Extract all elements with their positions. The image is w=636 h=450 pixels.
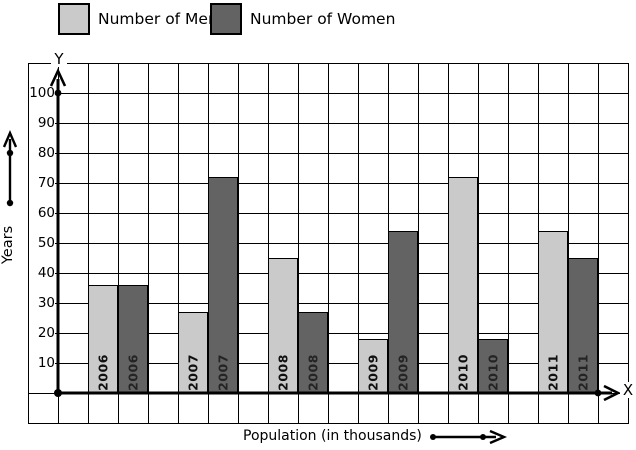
- bar-men-2008: 2008: [268, 258, 298, 393]
- y-tick-label: 60: [29, 204, 55, 222]
- bar-men-2006: 2006: [88, 285, 118, 393]
- x-axis-title: Population (in thousands): [243, 428, 422, 444]
- legend-women-label: Number of Women: [250, 10, 396, 28]
- bar-men-2011: 2011: [538, 231, 568, 393]
- bar-year-label: 2010: [455, 354, 471, 391]
- bar-year-label: 2011: [545, 354, 561, 391]
- bar-year-label: 2007: [185, 354, 201, 391]
- bar-year-label: 2008: [275, 354, 291, 391]
- y-tick-label: 20: [29, 324, 55, 342]
- bar-year-label: 2009: [365, 354, 381, 391]
- bar-women-2006: 2006: [118, 285, 148, 393]
- y-tick-label: 10: [29, 354, 55, 372]
- y-tick-label: 80: [29, 144, 55, 162]
- y-tick-label: 100: [29, 84, 55, 102]
- y-axis-letter: Y: [51, 51, 67, 67]
- bar-year-label: 2011: [575, 354, 591, 391]
- y-direction-arrow-icon: [2, 129, 18, 207]
- bar-women-2011: 2011: [568, 258, 598, 393]
- bar-year-label: 2007: [215, 354, 231, 391]
- bar-women-2007: 2007: [208, 177, 238, 393]
- bar-women-2008: 2008: [298, 312, 328, 393]
- bar-year-label: 2009: [395, 354, 411, 391]
- legend-men-label: Number of Men: [98, 10, 218, 28]
- bar-year-label: 2010: [485, 354, 501, 391]
- bar-year-label: 2008: [305, 354, 321, 391]
- y-tick-label: 30: [29, 294, 55, 312]
- legend-women-swatch: [210, 3, 242, 35]
- bar-men-2007: 2007: [178, 312, 208, 393]
- bar-women-2009: 2009: [388, 231, 418, 393]
- bar-men-2009: 2009: [358, 339, 388, 393]
- x-direction-arrow-icon: [430, 429, 508, 445]
- bar-year-label: 2006: [95, 354, 111, 391]
- bar-women-2010: 2010: [478, 339, 508, 393]
- bar-men-2010: 2010: [448, 177, 478, 393]
- y-tick-label: 40: [29, 264, 55, 282]
- bar-year-label: 2006: [125, 354, 141, 391]
- y-axis-title: Years: [0, 225, 17, 265]
- y-tick-label: 70: [29, 174, 55, 192]
- x-axis-letter: X: [620, 382, 636, 398]
- legend-men-swatch: [58, 3, 90, 35]
- y-tick-label: 90: [29, 114, 55, 132]
- y-tick-label: 50: [29, 234, 55, 252]
